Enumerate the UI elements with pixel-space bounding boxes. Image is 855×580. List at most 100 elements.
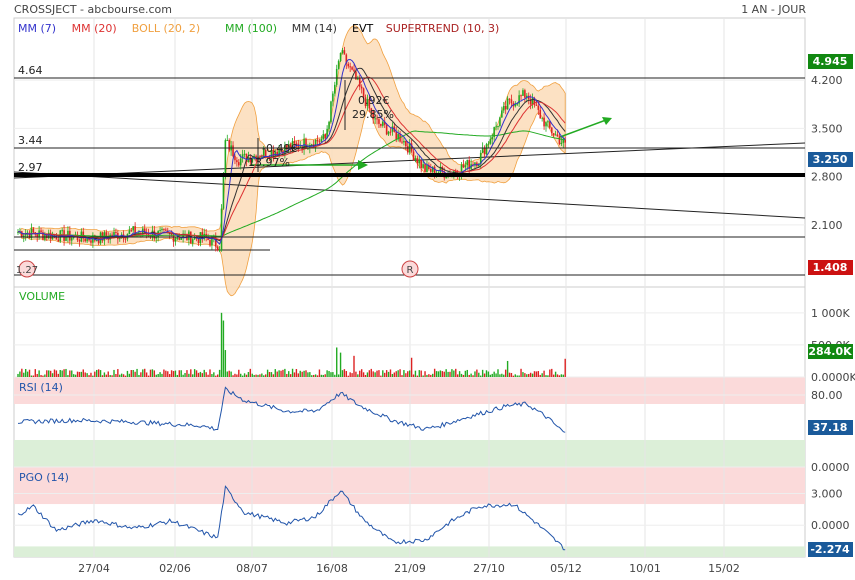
volume-bar [247, 372, 250, 377]
volume-bar [512, 375, 515, 377]
volume-bar [366, 372, 369, 377]
volume-bar [266, 369, 269, 377]
trend-arrow-head [602, 117, 612, 125]
candle-body [295, 143, 298, 145]
candle-body [334, 84, 336, 94]
volume-bar [284, 368, 286, 377]
volume-bar [408, 370, 411, 377]
candle-body [55, 235, 58, 240]
legend-item-1[interactable]: MM (20) [72, 22, 117, 35]
candle-body [347, 63, 350, 67]
volume-bar [72, 374, 75, 377]
volume-bar [426, 374, 428, 377]
candle-body [147, 233, 150, 237]
volume-bar [372, 371, 374, 377]
candle-body [264, 149, 267, 158]
volume-bar [552, 374, 555, 377]
volume-bar [53, 369, 56, 377]
candle-body [370, 108, 373, 112]
x-tick-3: 16/08 [316, 562, 348, 575]
volume-badge [808, 344, 853, 359]
candle-body [207, 237, 209, 241]
volume-bar [520, 368, 522, 377]
high-badge [808, 54, 853, 69]
candle-body [226, 140, 229, 142]
legend-item-3[interactable]: MM (100) [225, 22, 277, 35]
volume-label: VOLUME [19, 290, 65, 303]
candle-body [541, 117, 543, 119]
volume-bar [136, 368, 138, 377]
candle-body [508, 98, 511, 100]
volume-bar [245, 374, 248, 377]
candle-body [261, 156, 263, 158]
volume-bar [264, 374, 267, 377]
candle-body [493, 127, 495, 137]
volume-bar [518, 375, 520, 377]
legend-item-0[interactable]: MM (7) [18, 22, 56, 35]
candle-body [136, 232, 138, 235]
volume-bar [55, 370, 58, 377]
legend-item-4[interactable]: MM (14) [292, 22, 337, 35]
candle-body [487, 143, 490, 145]
event-marker-r-label: R [407, 265, 414, 276]
volume-bar [407, 371, 409, 377]
volume-bar [468, 374, 470, 377]
candle-body [243, 153, 246, 155]
x-tick-8: 15/02 [708, 562, 740, 575]
volume-bar [551, 368, 553, 377]
volume-bar [441, 371, 444, 377]
candle-body [67, 230, 69, 238]
chart-title: CROSSJECT - abcbourse.com [14, 3, 172, 16]
volume-bar [487, 371, 490, 377]
candle-body [118, 237, 121, 240]
volume-bar [480, 375, 482, 377]
pgo-badge [808, 542, 853, 557]
legend-item-2[interactable]: BOLL (20, 2) [132, 22, 200, 35]
candle-body [84, 238, 86, 242]
candle-body [21, 231, 23, 237]
volume-bar [107, 371, 109, 377]
volume-bar [286, 373, 288, 377]
volume-bar [514, 374, 516, 377]
candle-body [466, 159, 469, 166]
volume-bar [261, 373, 263, 377]
volume-bar [533, 371, 536, 377]
indicator-legend: MM (7) MM (20) BOLL (20, 2) MM (100) MM (14)… [18, 22, 499, 35]
candle-body [506, 98, 509, 110]
move-down-pct: 13.97% [248, 156, 290, 169]
volume-bar [535, 371, 538, 377]
volume-bar [560, 374, 563, 377]
event-marker-r[interactable] [401, 260, 419, 278]
volume-bar [215, 375, 217, 377]
volume-bar [499, 374, 501, 377]
event-marker-left[interactable] [18, 260, 36, 278]
volume-bar [526, 374, 528, 377]
candle-body [305, 139, 307, 149]
rsi-label: RSI (14) [19, 381, 63, 394]
volume-bar [378, 370, 380, 377]
candle-body [403, 140, 405, 143]
volume-bar [249, 368, 252, 377]
ma-20-line [17, 76, 566, 241]
volume-bar [385, 370, 388, 377]
candle-body [558, 136, 561, 145]
legend-item-5[interactable]: EVT [352, 22, 373, 35]
volume-bar [428, 374, 430, 377]
volume-bar [222, 320, 225, 377]
volume-bar [78, 371, 81, 377]
volume-bar [253, 374, 255, 377]
legend-item-6[interactable]: SUPERTREND (10, 3) [386, 22, 500, 35]
volume-bar [180, 370, 182, 377]
volume-bar [19, 371, 21, 377]
volume-bar [276, 371, 278, 377]
volume-bar [537, 371, 540, 377]
volume-bar [478, 372, 480, 377]
volume-bar [211, 374, 213, 377]
candle-body [163, 228, 165, 230]
candle-body [86, 237, 88, 242]
candle-body [286, 145, 288, 149]
candle-body [92, 235, 94, 243]
price-y-tick-0: 4.200 [811, 74, 843, 87]
candle-body [424, 164, 426, 173]
candle-body [180, 237, 182, 240]
